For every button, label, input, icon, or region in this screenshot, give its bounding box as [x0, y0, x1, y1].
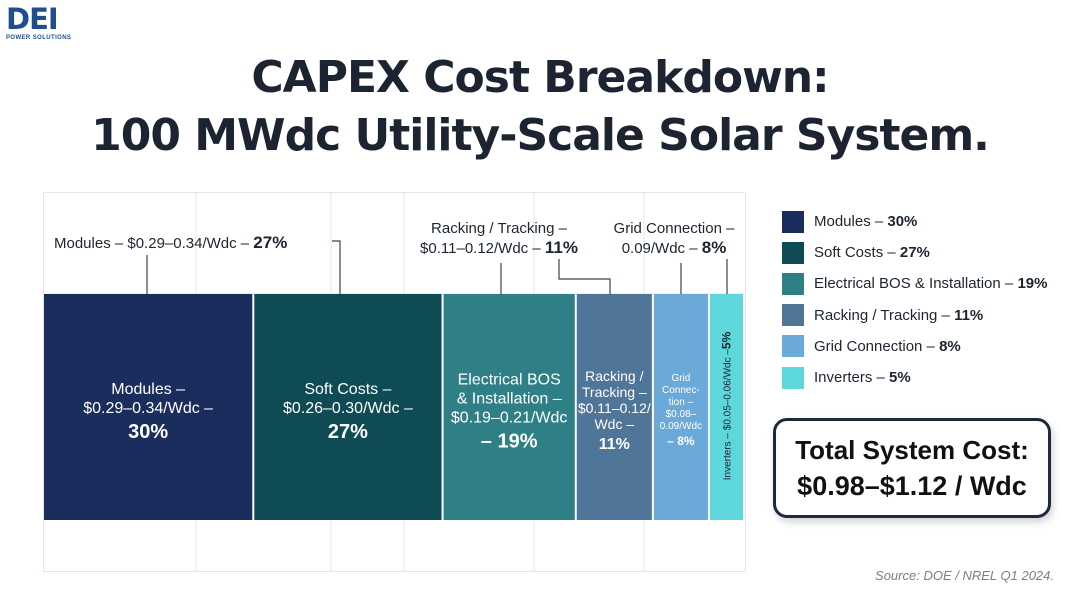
legend-label: Grid Connection – 8%	[814, 337, 961, 355]
bar-segment-modules: Modules – $0.29–0.34/Wdc – 30%	[44, 294, 253, 520]
segment-percent-label: – 19%	[481, 431, 538, 453]
chart-legend: Modules – 30% Soft Costs – 27% Electrical …	[782, 206, 1072, 393]
callout-text: Modules – $0.29–0.34/Wdc – 27%	[54, 233, 287, 252]
brand-logo: DEI POWER SOLUTIONS	[6, 4, 76, 44]
callout-text: Racking / Tracking –	[431, 220, 568, 237]
legend-percent: 30%	[887, 213, 918, 231]
segment-label: Racking /	[585, 368, 643, 384]
segment-label: 0.09/Wdc	[660, 421, 702, 432]
logo-subtitle: POWER SOLUTIONS	[6, 35, 72, 41]
callout-leader	[332, 240, 341, 294]
legend-item: Soft Costs – 27%	[782, 237, 1072, 268]
chart-area: Modules – $0.29–0.34/Wdc – 30% Soft Costs –…	[43, 192, 746, 572]
bar-rect	[443, 294, 575, 520]
segment-label: Electrical BOS	[458, 372, 561, 389]
segment-label: Modules –	[111, 381, 185, 398]
segment-percent-label: – 8%	[667, 434, 695, 448]
legend-item: Racking / Tracking – 11%	[782, 300, 1072, 331]
source-note: Source: DOE / NREL Q1 2024.	[875, 568, 1054, 583]
legend-swatch	[782, 335, 804, 358]
callout-text: Grid Connection –	[614, 220, 736, 237]
segment-label: $0.19–0.21/Wdc	[451, 410, 568, 427]
legend-label: Modules – 30%	[814, 213, 918, 231]
callout-leader	[558, 259, 611, 294]
legend-item: Electrical BOS & Installation – 19%	[782, 268, 1072, 299]
callout-modules: Modules – $0.29–0.34/Wdc – 27%	[54, 233, 341, 294]
total-cost-value: $0.98–$1.12 / Wdc	[797, 471, 1027, 501]
total-cost-box: Total System Cost: $0.98–$1.12 / Wdc	[773, 418, 1051, 518]
segment-percent-label: 27%	[328, 421, 368, 443]
segment-label: $0.11–0.12/	[578, 400, 651, 416]
segment-percent-label: 30%	[128, 421, 168, 443]
page-title-line-2: 100 MWdc Utility-Scale Solar System.	[91, 110, 990, 161]
bar-rect	[653, 294, 708, 520]
segment-percent-label: 11%	[599, 436, 630, 453]
segment-label: Grid	[671, 373, 690, 384]
segment-label: Soft Costs –	[304, 381, 391, 398]
legend-label: Electrical BOS & Installation – 19%	[814, 275, 1048, 293]
bar-rect	[709, 294, 743, 520]
logo-text: DEI	[6, 2, 59, 36]
legend-item: Inverters – 5%	[782, 362, 1072, 393]
bar-segment-racking-tracking: Racking /Tracking –$0.11–0.12/Wdc – 11%	[576, 294, 652, 520]
stacked-bar-chart: Modules – $0.29–0.34/Wdc – 30% Soft Costs –…	[44, 193, 745, 571]
legend-swatch	[782, 241, 804, 264]
bar-rect	[254, 294, 442, 520]
legend-swatch	[782, 366, 804, 389]
bar-segment-electrical-bos-installation: Electrical BOS & Installation – $0.19–0.21…	[443, 294, 575, 520]
callout-text: $0.11–0.12/Wdc – 11%	[420, 238, 578, 257]
legend-percent: 19%	[1017, 275, 1048, 293]
legend-item: Modules – 30%	[782, 206, 1072, 237]
legend-item: Grid Connection – 8%	[782, 331, 1072, 362]
legend-percent: 8%	[939, 337, 961, 355]
segment-label: & Installation –	[457, 391, 562, 408]
bar-segment-soft-costs: Soft Costs – $0.26–0.30/Wdc – 27%	[254, 294, 442, 520]
legend-swatch	[782, 272, 804, 295]
legend-label: Racking / Tracking – 11%	[814, 306, 984, 324]
legend-swatch	[782, 304, 804, 327]
legend-label: Soft Costs – 27%	[814, 244, 930, 262]
segment-label: Tracking –	[582, 384, 647, 400]
legend-label: Inverters – 5%	[814, 369, 911, 387]
bar-segment-inverters: Inverters – $0.05–0.06/Wdc –5%	[709, 294, 743, 520]
callout-racking-tracking: Racking / Tracking –$0.11–0.12/Wdc – 11%	[420, 220, 611, 294]
legend-percent: 27%	[899, 244, 930, 262]
total-cost-label: Total System Cost:	[795, 435, 1029, 465]
legend-percent: 5%	[889, 369, 911, 387]
segment-label: Wdc –	[594, 416, 634, 432]
callout-text: 0.09/Wdc – 8%	[622, 238, 727, 257]
segment-label: tion –	[669, 397, 694, 408]
page-title-line-1: CAPEX Cost Breakdown:	[251, 52, 829, 103]
legend-swatch	[782, 210, 804, 233]
segment-label: $0.08–	[666, 409, 697, 420]
segment-label: $0.26–0.30/Wdc –	[283, 400, 413, 417]
callout-grid-connection: Grid Connection –0.09/Wdc – 8%	[614, 220, 736, 294]
segment-label: Inverters – $0.05–0.06/Wdc –5%	[719, 331, 733, 480]
segment-label: Connec-	[662, 385, 700, 396]
bar-rect	[44, 294, 253, 520]
segment-label: $0.29–0.34/Wdc –	[83, 400, 213, 417]
bar-rect	[576, 294, 652, 520]
legend-percent: 11%	[954, 306, 984, 324]
